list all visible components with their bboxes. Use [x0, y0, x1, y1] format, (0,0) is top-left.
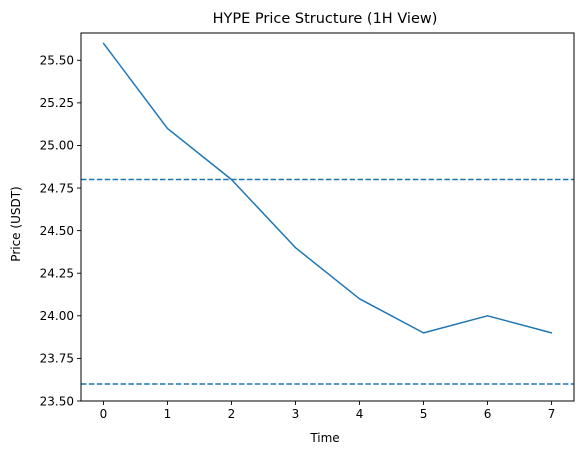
x-axis-ticks: 0 1 2 3 4 5 6 7 — [100, 401, 556, 421]
y-tick-label: 25.00 — [40, 139, 74, 153]
y-tick-label: 24.00 — [40, 309, 74, 323]
chart-title: HYPE Price Structure (1H View) — [213, 11, 438, 27]
x-tick-label: 5 — [420, 407, 428, 421]
x-tick-label: 4 — [356, 407, 364, 421]
reference-lines — [81, 178, 574, 385]
plot-frame — [80, 32, 575, 402]
x-tick-label: 2 — [228, 407, 236, 421]
y-tick-label: 24.25 — [40, 267, 74, 281]
data-point-0-5 — [422, 332, 425, 334]
y-tick-label: 23.50 — [40, 394, 74, 408]
data-point-0-3 — [294, 247, 297, 249]
y-tick-label: 24.50 — [40, 224, 74, 238]
x-tick-label: 7 — [548, 407, 556, 421]
y-tick-label: 25.50 — [40, 54, 74, 68]
series-line-0 — [102, 42, 552, 334]
data-point-0-7 — [550, 332, 553, 334]
data-point-0-1 — [166, 127, 169, 130]
data-point-0-2 — [230, 178, 233, 181]
y-tick-label: 25.25 — [40, 96, 74, 110]
x-tick-label: 0 — [100, 407, 108, 421]
x-tick-label: 3 — [292, 407, 300, 421]
data-point-0-6 — [486, 315, 489, 317]
y-axis-label: Price (USDT) — [9, 186, 23, 261]
data-point-0-0 — [102, 42, 105, 44]
series-lines — [102, 42, 553, 334]
y-axis-ticks: 23.50 23.75 24.00 24.25 24.50 24.75 25.00 25.25… — [40, 54, 81, 408]
data-point-0-4 — [358, 298, 361, 300]
x-tick-label: 6 — [484, 407, 492, 421]
y-tick-label: 23.75 — [40, 352, 74, 366]
x-axis-label: Time — [309, 431, 339, 445]
x-tick-label: 1 — [164, 407, 172, 421]
y-tick-label: 24.75 — [40, 181, 74, 195]
